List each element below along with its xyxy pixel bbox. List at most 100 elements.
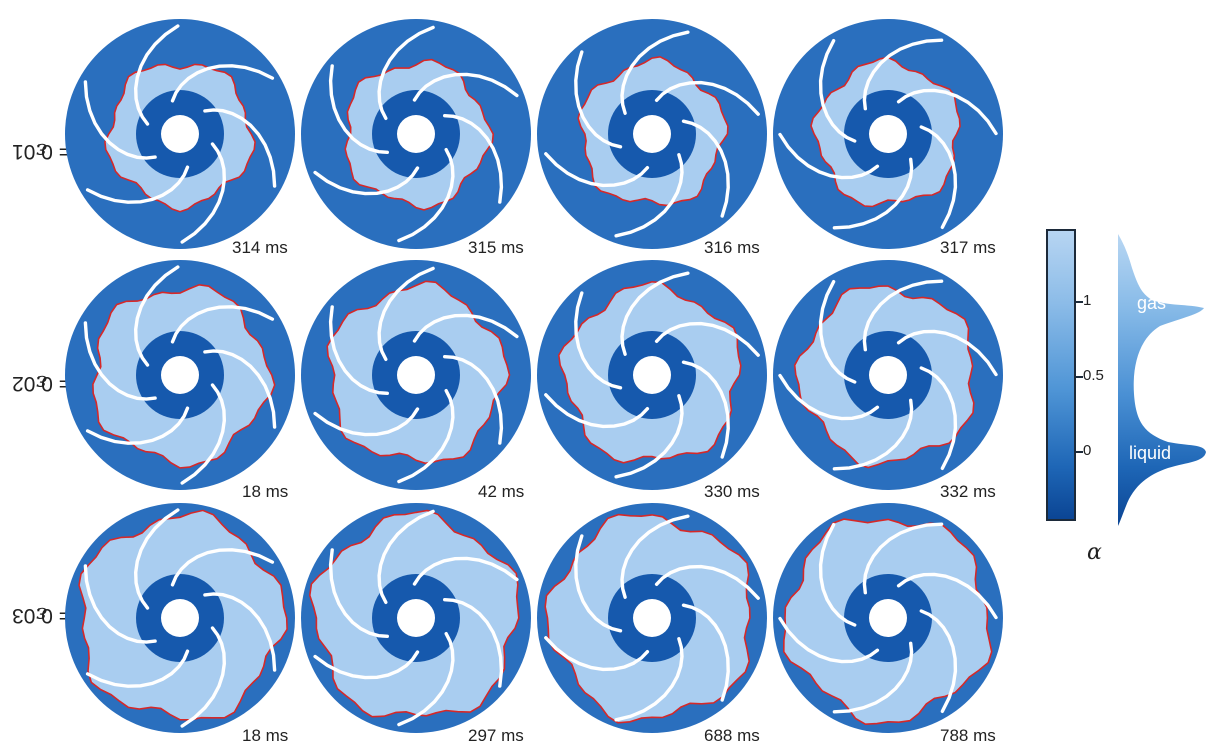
row-label-0: ε = 0.01 bbox=[11, 139, 71, 163]
liquid-label: liquid bbox=[1129, 443, 1172, 463]
impeller-blade bbox=[133, 24, 180, 126]
hub-hole bbox=[397, 115, 435, 153]
hub-hole bbox=[161, 599, 199, 637]
impeller-blade bbox=[544, 636, 650, 672]
colorbar-tick-label-0.5: 0.5 bbox=[1083, 367, 1104, 384]
hub-hole bbox=[869, 599, 907, 637]
impeller-blade bbox=[397, 148, 455, 243]
impeller-blade bbox=[328, 64, 389, 154]
timestamp-r1-c2: 330 ms bbox=[704, 482, 760, 501]
impeller-blade bbox=[614, 394, 684, 479]
impeller-blade bbox=[443, 598, 504, 688]
impeller-blade bbox=[313, 407, 420, 437]
impeller-blade bbox=[919, 366, 958, 470]
impeller-panel-r1-c3 bbox=[770, 257, 1006, 493]
row-label-1: ε = 0.02 bbox=[11, 371, 71, 395]
impeller-blade bbox=[412, 313, 519, 343]
impeller-panel-r2-c1 bbox=[298, 500, 534, 736]
impeller-blade bbox=[443, 355, 504, 445]
hub-hole bbox=[633, 599, 671, 637]
impeller-blade bbox=[443, 114, 504, 204]
hub-hole bbox=[633, 115, 671, 153]
impeller-blade bbox=[85, 649, 190, 688]
timestamp-r0-c2: 316 ms bbox=[704, 238, 760, 257]
impeller-blade bbox=[313, 650, 420, 680]
impeller-blade bbox=[328, 548, 389, 638]
impeller-blade bbox=[862, 279, 944, 352]
impeller-blade bbox=[681, 603, 730, 702]
impeller-blade bbox=[170, 548, 275, 587]
impeller-blade bbox=[862, 522, 944, 595]
impeller-blade bbox=[818, 523, 857, 627]
impeller-blade bbox=[832, 641, 914, 714]
hub-hole bbox=[869, 356, 907, 394]
timestamp-r1-c1: 42 ms bbox=[478, 482, 525, 501]
colorbar-tick-label-0: 0 bbox=[1083, 442, 1092, 459]
impeller-blade bbox=[654, 80, 760, 116]
colorbar-tick-0.5 bbox=[1075, 376, 1083, 378]
impeller-panel-r2-c2 bbox=[534, 500, 770, 736]
impeller-blade bbox=[544, 393, 650, 429]
impeller-blade bbox=[313, 166, 420, 196]
impeller-blade bbox=[654, 564, 760, 600]
impeller-blade bbox=[85, 406, 190, 445]
timestamp-r2-c2: 688 ms bbox=[704, 726, 760, 745]
impeller-blade bbox=[377, 25, 435, 120]
impeller-blade bbox=[133, 508, 180, 610]
impeller-blade bbox=[180, 383, 227, 485]
impeller-blade bbox=[133, 265, 180, 367]
timestamp-r2-c3: 788 ms bbox=[940, 726, 996, 745]
impeller-blade bbox=[203, 349, 277, 429]
timestamp-r0-c1: 315 ms bbox=[468, 238, 524, 257]
impeller-blade bbox=[778, 132, 880, 180]
impeller-panel-r0-c0 bbox=[62, 16, 298, 252]
impeller-blade bbox=[620, 514, 690, 599]
impeller-blade bbox=[377, 509, 435, 604]
hub-hole bbox=[397, 356, 435, 394]
impeller-blade bbox=[614, 637, 684, 722]
impeller-blade bbox=[83, 80, 157, 160]
colorbar-tick-0 bbox=[1075, 451, 1083, 453]
colorbar-symbol: α bbox=[1087, 540, 1102, 565]
impeller-blade bbox=[896, 572, 998, 620]
row-label-2: ε = 0.03 bbox=[11, 603, 71, 627]
impeller-blade bbox=[862, 38, 944, 111]
impeller-blade bbox=[328, 305, 389, 395]
timestamp-r0-c0: 314 ms bbox=[232, 238, 288, 257]
colorbar-tick-label-1: 1 bbox=[1083, 292, 1092, 309]
impeller-blade bbox=[544, 152, 650, 188]
phase-distribution-area bbox=[1118, 234, 1206, 526]
timestamp-r1-c0: 18 ms bbox=[242, 482, 289, 501]
impeller-blade bbox=[620, 271, 690, 356]
impeller-blade bbox=[170, 305, 275, 344]
impeller-blade bbox=[919, 609, 958, 713]
impeller-panel-r1-c0 bbox=[62, 257, 298, 493]
impeller-blade bbox=[832, 398, 914, 471]
impeller-blade bbox=[574, 50, 623, 149]
impeller-panel-r0-c2 bbox=[534, 16, 770, 252]
hub-hole bbox=[161, 115, 199, 153]
impeller-panel-r2-c0 bbox=[62, 500, 298, 736]
hub-hole bbox=[161, 356, 199, 394]
impeller-blade bbox=[778, 373, 880, 421]
impeller-blade bbox=[397, 389, 455, 484]
impeller-panel-r1-c1 bbox=[298, 257, 534, 493]
timestamp-r2-c1: 297 ms bbox=[468, 726, 524, 745]
impeller-blade bbox=[681, 360, 730, 459]
impeller-blade bbox=[818, 280, 857, 384]
impeller-panel-r2-c3 bbox=[770, 500, 1006, 736]
impeller-blade bbox=[397, 632, 455, 727]
timestamp-r2-c0: 18 ms bbox=[242, 726, 289, 745]
impeller-blade bbox=[654, 321, 760, 357]
impeller-blade bbox=[412, 556, 519, 586]
impeller-blade bbox=[83, 564, 157, 644]
impeller-blade bbox=[896, 88, 998, 136]
impeller-blade bbox=[919, 125, 958, 229]
impeller-blade bbox=[574, 534, 623, 633]
impeller-blade bbox=[778, 616, 880, 664]
impeller-blade bbox=[896, 329, 998, 377]
impeller-blade bbox=[203, 108, 277, 188]
impeller-blade bbox=[412, 72, 519, 102]
colorbar bbox=[1046, 229, 1076, 521]
